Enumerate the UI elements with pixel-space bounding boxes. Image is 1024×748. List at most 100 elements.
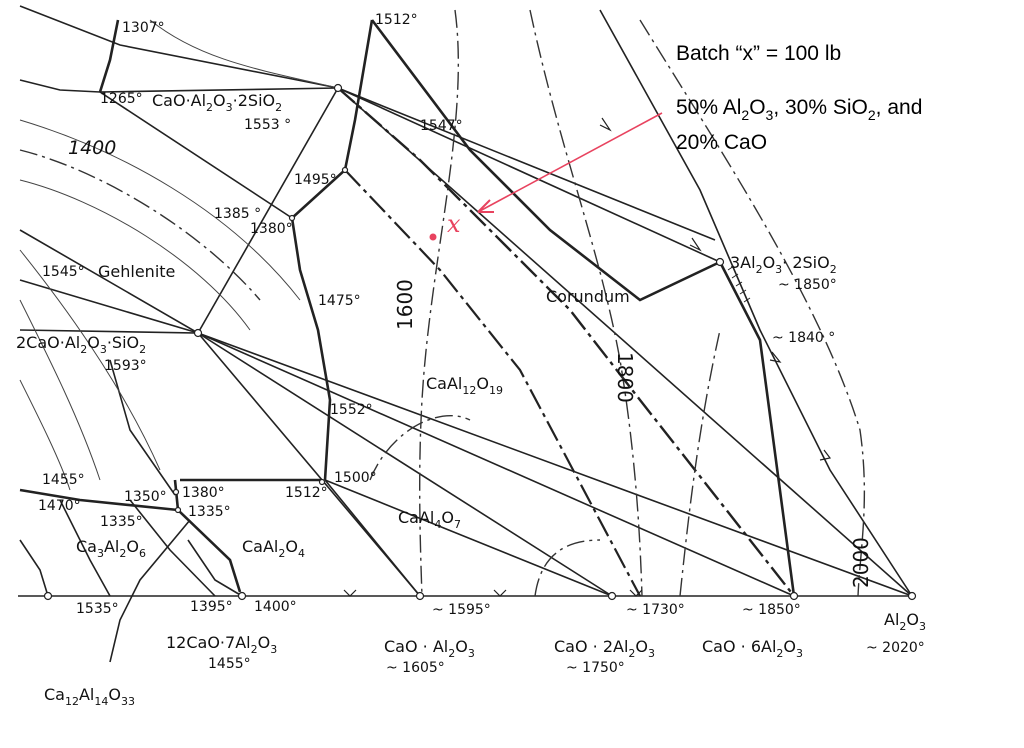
tie-line-left — [19, 229, 202, 334]
phase-c12a7-alt-formula: Ca12Al14O33 — [44, 685, 135, 708]
isotherm-labels: 1600 1800 2000 — [393, 279, 873, 588]
phase-ca-bottom: CaO · Al2O3 — [384, 637, 475, 660]
batch-title: Batch “x” = 100 lb — [676, 42, 841, 65]
tie-line-anorthite-mullite — [337, 87, 721, 263]
phase-c3a-formula: Ca3Al2O6 — [76, 537, 146, 560]
temp-1395: 1395° — [190, 599, 233, 615]
isotherm-1600 — [418, 9, 460, 597]
temp-1400-b: 1400° — [254, 599, 297, 615]
pointer-arrowhead — [477, 199, 494, 213]
phase-c12a7-formula: 12CaO·7Al2O3 — [166, 633, 277, 656]
temp-1500: 1500° — [334, 470, 377, 486]
temp-1400: 1400 — [68, 137, 116, 159]
tie-line-anorthite-mullite-2 — [337, 87, 716, 241]
isotherm-1800 — [529, 9, 643, 597]
tie-line-gehlenite-al2o3 — [197, 332, 913, 597]
batch-annotation: x — [429, 112, 663, 241]
phase-gehlenite-formula: 2CaO·Al2O3·SiO2 — [16, 333, 146, 356]
temp-1850-mullite: ~ 1850° — [778, 277, 837, 293]
boundary-1265 — [98, 19, 120, 93]
temp-1307: 1307° — [122, 20, 165, 36]
left-thin-curves — [19, 19, 339, 491]
fine-line-1 — [19, 539, 49, 597]
temp-1535: 1535° — [76, 601, 119, 617]
boundary-1455 — [19, 488, 179, 512]
boundary-1552 — [324, 479, 613, 597]
temp-1265: 1265° — [100, 91, 143, 107]
point-1380 — [288, 214, 296, 222]
tie-line-upper-left — [99, 87, 339, 93]
isotherm-curves — [19, 9, 866, 597]
boundary-1265-left — [19, 79, 101, 93]
phase-ca2-bottom: CaO · 2Al2O3 — [554, 637, 655, 660]
fine-line-4 — [187, 539, 243, 597]
temp-1455-a: 1455° — [42, 472, 85, 488]
phase-corundum: Corundum — [546, 287, 630, 306]
boundary-1840 — [718, 261, 796, 597]
phase-ca6-formula: CaAl12O19 — [426, 374, 503, 397]
boundary-dashed-1547 — [337, 87, 795, 597]
composition-line-2: 20% CaO — [676, 131, 767, 154]
temp-2020: ~ 2020° — [866, 640, 925, 656]
tie-line-gehlenite-ca2 — [197, 332, 613, 597]
temp-1545: 1545° — [42, 264, 85, 280]
temp-1350: 1350° — [124, 489, 167, 505]
boundary-lines — [18, 5, 913, 663]
fine-line-3 — [129, 499, 216, 597]
temp-1512-b: 1512° — [285, 485, 328, 501]
batch-point-x — [429, 233, 437, 241]
tie-line-gehlenite-ca — [197, 332, 421, 597]
phase-ca2-formula: CaAl4O7 — [398, 508, 461, 531]
tie-line-left-2 — [19, 279, 199, 334]
point-ca — [415, 591, 425, 601]
temp-1380-b: 1380° — [182, 485, 225, 501]
point-1350 — [172, 488, 180, 496]
temp-1553: 1553 ° — [244, 117, 291, 133]
point-1500 — [318, 478, 326, 486]
boundary-1380-1495 — [290, 19, 374, 481]
temp-1455-b: 1455° — [208, 656, 251, 672]
temp-1850-base: ~ 1850° — [742, 602, 801, 618]
isotherm-label-1800: 1800 — [613, 352, 637, 403]
temp-1385: 1385 ° — [214, 206, 261, 222]
point-c12a7 — [237, 591, 247, 601]
temp-1380-a: 1380° — [250, 221, 293, 237]
point-anorthite — [333, 83, 343, 93]
phase-labels: Gehlenite Corundum CaO·Al2O3·2SiO2 2CaO·… — [16, 91, 926, 708]
isotherm-label-1600: 1600 — [393, 279, 417, 330]
point-ca2 — [607, 591, 617, 601]
pointer-arrow-line — [477, 112, 663, 213]
batch-point-label: x — [447, 210, 461, 238]
point-gehlenite — [193, 328, 203, 338]
invariant-points — [43, 83, 917, 601]
boundary-1500-ca2 — [324, 479, 421, 597]
isotherm-1800-arc — [534, 539, 601, 597]
temp-1595: ~ 1595° — [432, 602, 491, 618]
isotherm-right — [679, 329, 721, 597]
phase-mullite-formula: 3Al2O3· 2SiO2 — [730, 253, 837, 276]
temperature-labels: 1307° 1512° 1265° 1553 ° 1547° 1400 1495… — [38, 12, 925, 676]
tie-line-gehlenite-anorthite — [197, 87, 339, 334]
temp-1750: ~ 1750° — [566, 660, 625, 676]
right-liquidus-line — [599, 9, 913, 597]
temp-1552: 1552° — [330, 402, 373, 418]
temp-1475: 1475° — [318, 293, 361, 309]
isotherm-1500-arc — [369, 415, 471, 481]
boundary-dashed-1 — [344, 169, 641, 597]
point-c3a — [43, 591, 53, 601]
mullite-hatch — [727, 265, 751, 303]
temp-1593: 1593° — [104, 358, 147, 374]
temp-1495: 1495° — [294, 172, 337, 188]
temp-1335-a: 1335° — [100, 514, 143, 530]
temp-1840: ~ 1840 ° — [772, 330, 835, 346]
phase-anorthite-formula: CaO·Al2O3·2SiO2 — [152, 91, 282, 114]
isotherm-label-2000: 2000 — [849, 537, 873, 588]
temp-1470: 1470° — [38, 498, 81, 514]
boundary-1512 — [370, 19, 721, 302]
point-1335 — [174, 506, 182, 514]
temp-1335-b: 1335° — [188, 504, 231, 520]
temp-1605: ~ 1605° — [386, 660, 445, 676]
point-mullite — [715, 257, 725, 267]
base-arrows — [343, 117, 832, 597]
